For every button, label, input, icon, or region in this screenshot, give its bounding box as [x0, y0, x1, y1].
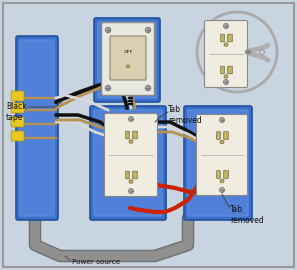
Ellipse shape: [129, 180, 133, 183]
FancyBboxPatch shape: [221, 34, 224, 42]
Circle shape: [219, 187, 225, 193]
FancyBboxPatch shape: [90, 106, 166, 220]
FancyBboxPatch shape: [205, 21, 247, 87]
Text: OFF: OFF: [123, 50, 133, 54]
FancyBboxPatch shape: [228, 66, 232, 74]
Text: Power source: Power source: [72, 259, 120, 265]
Circle shape: [224, 79, 228, 85]
FancyBboxPatch shape: [217, 132, 220, 139]
FancyBboxPatch shape: [11, 91, 24, 101]
FancyBboxPatch shape: [11, 131, 24, 141]
Circle shape: [219, 117, 225, 123]
Circle shape: [129, 188, 133, 194]
Circle shape: [105, 85, 111, 91]
FancyBboxPatch shape: [228, 34, 232, 42]
FancyBboxPatch shape: [98, 22, 156, 98]
Circle shape: [224, 23, 228, 29]
Circle shape: [145, 85, 151, 91]
Text: Tab
removed: Tab removed: [168, 105, 202, 125]
FancyBboxPatch shape: [221, 66, 224, 74]
FancyBboxPatch shape: [188, 110, 248, 216]
Text: Tab
removed: Tab removed: [230, 205, 264, 225]
Circle shape: [197, 12, 277, 92]
Circle shape: [260, 49, 265, 55]
Circle shape: [127, 65, 129, 68]
FancyBboxPatch shape: [197, 114, 247, 195]
Ellipse shape: [220, 179, 224, 183]
FancyBboxPatch shape: [224, 171, 228, 178]
FancyBboxPatch shape: [94, 110, 162, 216]
FancyBboxPatch shape: [184, 106, 252, 220]
Ellipse shape: [224, 43, 228, 46]
FancyBboxPatch shape: [11, 103, 24, 113]
Ellipse shape: [246, 50, 250, 54]
FancyBboxPatch shape: [102, 22, 154, 96]
Circle shape: [145, 27, 151, 33]
FancyBboxPatch shape: [105, 113, 157, 197]
Text: Black
tape: Black tape: [6, 102, 27, 122]
FancyBboxPatch shape: [126, 171, 129, 179]
FancyBboxPatch shape: [16, 36, 58, 220]
Bar: [128, 100, 132, 101]
Ellipse shape: [220, 140, 224, 144]
Circle shape: [129, 116, 133, 122]
Circle shape: [105, 27, 111, 33]
FancyBboxPatch shape: [94, 18, 160, 102]
FancyBboxPatch shape: [217, 171, 220, 178]
FancyBboxPatch shape: [11, 117, 24, 127]
FancyBboxPatch shape: [133, 131, 137, 139]
Bar: [128, 96, 132, 98]
Ellipse shape: [224, 75, 228, 78]
Ellipse shape: [129, 140, 133, 143]
Bar: [128, 103, 132, 104]
FancyBboxPatch shape: [126, 131, 129, 139]
FancyBboxPatch shape: [133, 171, 137, 179]
FancyBboxPatch shape: [110, 36, 146, 80]
FancyBboxPatch shape: [20, 40, 54, 216]
FancyBboxPatch shape: [224, 132, 228, 139]
